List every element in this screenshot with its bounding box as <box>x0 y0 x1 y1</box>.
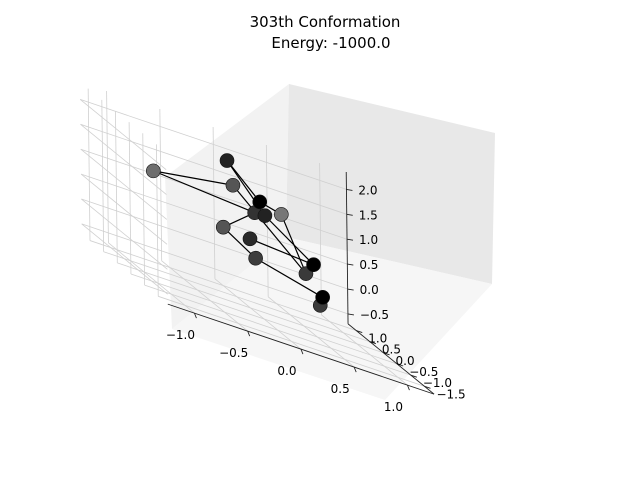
grid-line-z-left <box>80 148 168 220</box>
tick-mark <box>346 238 354 241</box>
tick-mark <box>347 263 354 266</box>
grid-line-z-left <box>79 99 167 170</box>
grid-line-x-floor <box>214 278 302 350</box>
grid-line-z-left <box>81 223 168 295</box>
z-tick-label: 0.5 <box>359 258 378 272</box>
x-tick-label: −0.5 <box>219 346 248 360</box>
tick-mark <box>247 330 251 337</box>
floor-pane <box>172 237 492 400</box>
bond-line <box>153 170 234 186</box>
y-tick-label: −1.0 <box>423 376 452 390</box>
grid-line-x-floor <box>108 242 195 314</box>
y-tick-label: −1.5 <box>436 387 465 401</box>
bead-point <box>274 207 289 222</box>
grid-line-y-left <box>101 99 105 252</box>
grid-line-z-left <box>80 173 168 245</box>
x-tick-label: 1.0 <box>384 400 403 414</box>
bond-line <box>255 257 323 298</box>
grid-line-x-back <box>319 162 322 315</box>
grid-line-y-floor <box>117 262 384 354</box>
z-tick-label: 0.0 <box>360 283 379 297</box>
y-tick-label: 0.0 <box>396 354 415 368</box>
bead-point <box>242 231 258 247</box>
grid-line-z-left <box>81 198 168 270</box>
bead-point <box>225 177 241 193</box>
grid-line-y-left <box>115 110 118 263</box>
grid-line-x-back <box>106 90 109 243</box>
bead-point <box>315 290 330 305</box>
bead-point <box>219 153 235 168</box>
grid-line-z-left <box>80 124 167 195</box>
tick-labels: −1.0−0.50.00.51.0−1.5−1.0−0.50.00.51.0−0… <box>166 183 466 414</box>
grid-line-y-floor <box>130 273 398 365</box>
grid-line-y-left <box>142 133 145 286</box>
grid-line-x-floor <box>321 314 408 386</box>
bond-line <box>249 238 314 266</box>
tick-mark <box>407 384 410 391</box>
y-tick-label: 1.0 <box>368 332 387 346</box>
grid-line-z-back <box>80 123 347 215</box>
grid-line-x-floor <box>267 296 355 368</box>
bond-line <box>222 226 257 259</box>
left-pane <box>165 84 289 329</box>
grid-line-y-floor <box>158 295 425 387</box>
bonds <box>153 160 324 306</box>
bond-line <box>153 170 255 214</box>
bead-point <box>215 219 231 235</box>
tick-mark <box>347 288 354 291</box>
grid-line-x-back <box>159 108 163 261</box>
z-tick-label: −0.5 <box>360 308 389 322</box>
grid-line-x-back <box>212 126 216 279</box>
x-tick-label: −1.0 <box>166 328 195 342</box>
tick-mark <box>369 341 377 345</box>
bead-point <box>252 194 268 210</box>
axes-3d <box>79 84 495 400</box>
grid-line-z-back <box>80 173 348 265</box>
tick-mark <box>397 363 404 367</box>
beads <box>146 153 330 313</box>
grid-line-y-left <box>87 88 91 241</box>
tick-mark <box>300 348 304 355</box>
chart-title-line2: Energy: -1000.0 <box>271 34 390 52</box>
tick-mark <box>346 188 353 191</box>
grid-line-y-floor <box>89 240 357 331</box>
tick-mark <box>424 385 431 389</box>
tick-mark <box>356 330 363 333</box>
bead-point <box>257 208 273 223</box>
tick-mark <box>383 352 390 356</box>
tick-mark <box>347 313 355 316</box>
y-tick-label: 0.5 <box>382 343 401 357</box>
grid-line-z-back <box>81 223 349 315</box>
tick-mark <box>346 213 353 216</box>
tick-mark <box>410 374 417 378</box>
tick-mark <box>353 366 357 373</box>
bond-line <box>264 215 314 266</box>
grid-line-y-left <box>128 122 132 275</box>
z-axis-line <box>345 171 349 324</box>
back-pane <box>286 84 495 284</box>
grid-line-y-floor <box>103 251 371 343</box>
grid-line-z-back <box>80 148 348 240</box>
grid-line-y-floor <box>144 284 411 376</box>
x-tick-label: 0.5 <box>331 382 350 396</box>
grid-line-x-floor <box>161 260 248 332</box>
bond-line <box>232 184 307 275</box>
y-axis-line <box>347 323 435 395</box>
chart-title-line1: 303th Conformation <box>250 13 401 31</box>
x-tick-label: 0.0 <box>277 364 296 378</box>
bead-point <box>248 250 263 266</box>
bead-point <box>306 257 321 273</box>
z-tick-label: 2.0 <box>358 183 377 197</box>
z-tick-label: 1.0 <box>359 233 378 247</box>
bead-point <box>146 163 161 179</box>
y-tick-label: −0.5 <box>409 365 438 379</box>
z-tick-label: 1.5 <box>359 208 378 222</box>
grid-line-z-back <box>80 99 347 190</box>
grid-lines <box>79 88 425 387</box>
tick-mark <box>194 312 197 319</box>
